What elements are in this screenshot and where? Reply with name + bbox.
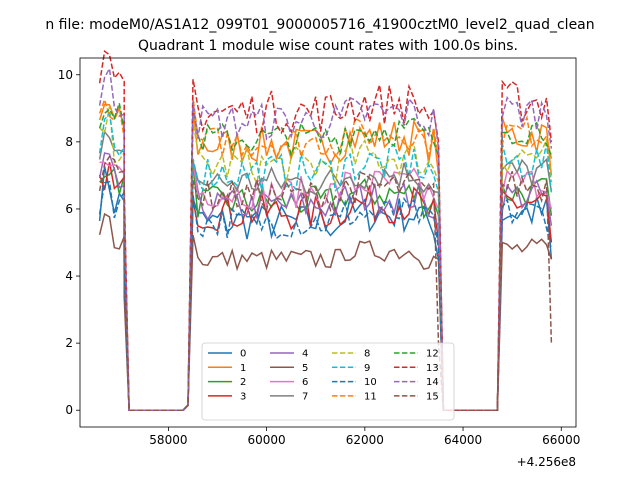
legend-label-2: 2 bbox=[240, 377, 246, 388]
x-tick-label: 58000 bbox=[149, 433, 187, 447]
legend-label-13: 13 bbox=[426, 363, 439, 374]
legend-label-12: 12 bbox=[426, 349, 439, 360]
legend-label-1: 1 bbox=[240, 363, 246, 374]
plot-frame bbox=[79, 57, 577, 428]
x-tick-label: 64000 bbox=[444, 433, 482, 447]
y-tick-label: 8 bbox=[65, 135, 73, 149]
legend-label-10: 10 bbox=[364, 377, 377, 388]
legend-label-11: 11 bbox=[364, 391, 377, 402]
legend-label-9: 9 bbox=[364, 363, 370, 374]
legend-label-14: 14 bbox=[426, 377, 439, 388]
legend-label-7: 7 bbox=[302, 391, 308, 402]
x-tick-label: 60000 bbox=[248, 433, 286, 447]
y-axis: 0 2 4 6 8 10 bbox=[58, 68, 80, 417]
figure-suptitle: n file: modeM0/AS1A12_099T01_9000005716_… bbox=[45, 17, 594, 33]
y-tick-label: 10 bbox=[58, 68, 73, 82]
legend-box bbox=[201, 342, 455, 421]
legend-label-0: 0 bbox=[240, 349, 246, 360]
series-line-15 bbox=[98, 155, 553, 411]
x-tick-label: 66000 bbox=[542, 433, 580, 447]
legend-label-4: 4 bbox=[302, 349, 308, 360]
y-tick-label: 6 bbox=[65, 202, 73, 216]
y-tick-label: 4 bbox=[65, 269, 73, 283]
y-tick-label: 0 bbox=[65, 403, 73, 417]
x-axis: 58000 60000 62000 64000 66000 bbox=[149, 427, 580, 447]
x-tick-label: 62000 bbox=[346, 433, 384, 447]
series-lines bbox=[98, 49, 553, 411]
y-tick-label: 2 bbox=[65, 336, 73, 350]
legend-label-8: 8 bbox=[364, 349, 370, 360]
legend-label-6: 6 bbox=[302, 377, 308, 388]
x-offset-label: +4.256e8 bbox=[517, 455, 576, 469]
legend-label-3: 3 bbox=[240, 391, 246, 402]
legend-label-5: 5 bbox=[302, 363, 308, 374]
chart-title: Quadrant 1 module wise count rates with … bbox=[138, 38, 518, 54]
legend-label-15: 15 bbox=[426, 391, 439, 402]
